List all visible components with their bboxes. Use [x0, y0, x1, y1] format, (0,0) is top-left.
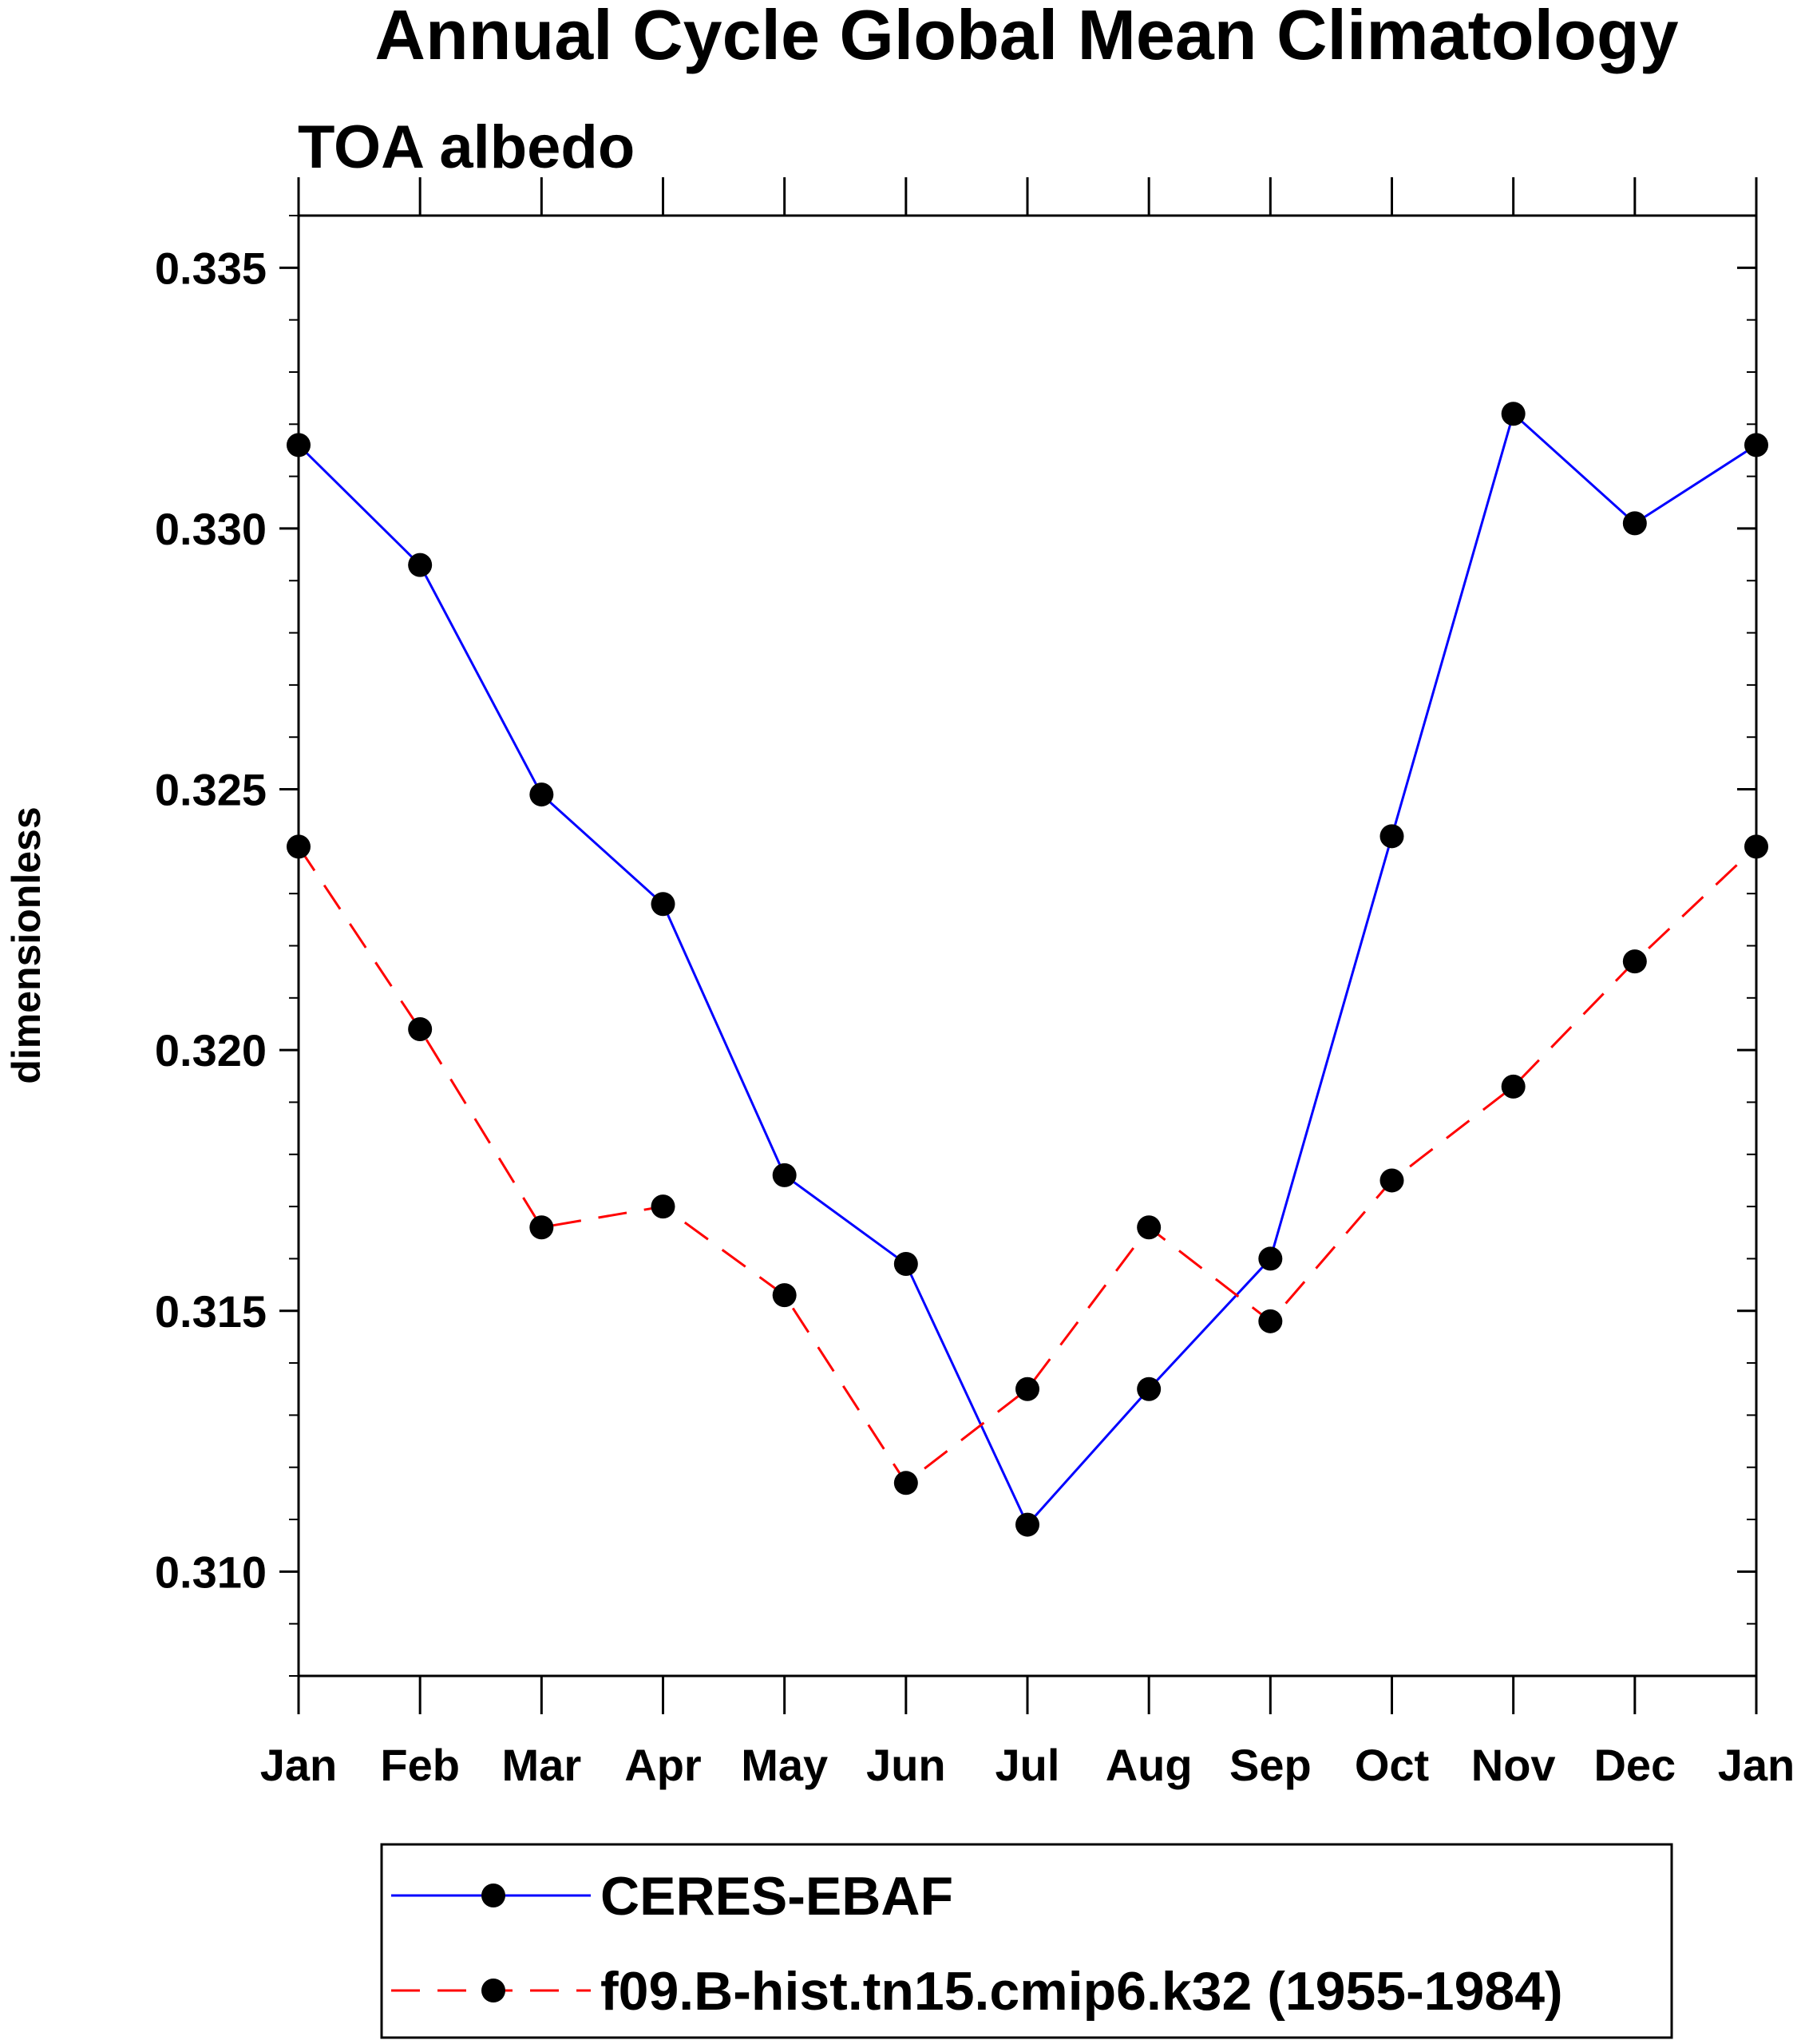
series-0-point: [1137, 1377, 1162, 1401]
x-tick-label: Jan: [260, 1740, 338, 1790]
y-tick-label: 0.320: [155, 1025, 267, 1075]
series-0-point: [1379, 824, 1404, 849]
series-0-point: [1744, 433, 1768, 458]
series-1-point: [1015, 1377, 1039, 1401]
x-tick-labels: Jan Feb Mar Apr May Jun Jul Aug Sep Oct Nov Dec Jan: [260, 1740, 1795, 1790]
x-tick-label: Feb: [380, 1740, 460, 1790]
series-0-point: [1501, 402, 1526, 426]
series-0-point: [651, 892, 675, 917]
series-1-point: [1258, 1309, 1283, 1333]
series-1-point: [287, 834, 311, 859]
axis-ticks: [279, 177, 1758, 1714]
legend-label-model: f09.B-hist.tn15.cmip6.k32 (1955-1984): [600, 1961, 1563, 2022]
series-1-point: [529, 1215, 554, 1240]
legend-marker-ceres: [481, 1884, 505, 1907]
legend-box: [380, 1843, 1673, 2039]
y-tick-label: 0.315: [155, 1286, 267, 1337]
series-0-point: [1258, 1246, 1283, 1271]
y-axis-label: dimensionless: [4, 806, 49, 1083]
series-0-point: [893, 1251, 918, 1276]
series-1-point: [1379, 1168, 1404, 1193]
series-0-point: [1015, 1512, 1039, 1537]
series-line-0: [297, 411, 1757, 1527]
series-0-point: [408, 553, 433, 577]
x-tick-label: Jul: [995, 1740, 1060, 1790]
y-tick-label: 0.330: [155, 504, 267, 554]
series-1-point: [1137, 1215, 1162, 1240]
series-1-point: [893, 1471, 918, 1495]
series-1-point: [772, 1283, 797, 1308]
series-0-point: [772, 1163, 797, 1187]
x-tick-label: Jun: [866, 1740, 946, 1790]
y-tick-label: 0.335: [155, 243, 267, 293]
series-1-point: [1744, 834, 1768, 859]
series-group: [287, 402, 1768, 1537]
series-1-point: [1622, 949, 1647, 974]
legend-marker-model: [481, 1979, 505, 2002]
y-tick-labels: 0.310 0.315 0.320 0.325 0.330 0.335: [155, 243, 267, 1597]
x-tick-label: Dec: [1593, 1740, 1676, 1790]
x-tick-label: Sep: [1229, 1740, 1312, 1790]
x-tick-label: May: [741, 1740, 828, 1790]
legend: CERES-EBAF f09.B-hist.tn15.cmip6.k32 (19…: [380, 1843, 1673, 2039]
x-tick-label: Aug: [1106, 1740, 1193, 1790]
x-tick-label: Oct: [1355, 1740, 1429, 1790]
series-0-point: [287, 433, 311, 458]
x-tick-label: Mar: [502, 1740, 582, 1790]
chart-subtitle: TOA albedo: [298, 113, 635, 181]
x-tick-label: Apr: [624, 1740, 701, 1790]
series-0-point: [529, 782, 554, 807]
series-1-point: [408, 1017, 433, 1042]
y-tick-label: 0.325: [155, 765, 267, 815]
x-tick-label: Nov: [1471, 1740, 1556, 1790]
legend-label-ceres: CERES-EBAF: [600, 1866, 953, 1927]
x-tick-label: Jan: [1718, 1740, 1795, 1790]
series-1-point: [651, 1194, 675, 1219]
series-1-point: [1501, 1074, 1526, 1099]
y-tick-label: 0.310: [155, 1547, 267, 1597]
chart-title: Annual Cycle Global Mean Climatology: [374, 0, 1678, 74]
series-0-point: [1622, 511, 1647, 536]
